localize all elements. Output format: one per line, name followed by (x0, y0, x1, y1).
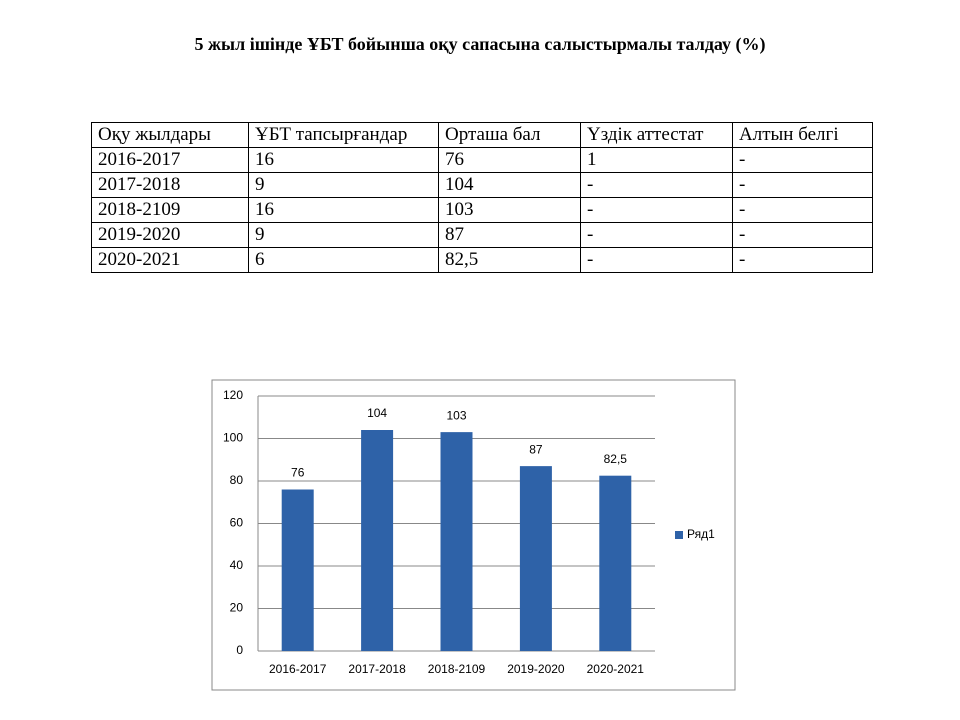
x-tick-label: 2020-2021 (587, 662, 645, 676)
table-cell: - (580, 172, 733, 198)
y-tick-label: 80 (230, 473, 244, 487)
table-cell: 16 (248, 147, 439, 173)
table-cell: 2018-2109 (91, 197, 249, 223)
table-cell: Үздік аттестат (580, 122, 733, 148)
table-cell: - (580, 247, 733, 273)
y-tick-label: 20 (230, 601, 244, 615)
results-table: Оқу жылдары ҰБТ тапсырғандар Орташа бал Үзд… (91, 122, 873, 273)
table-cell: 2019-2020 (91, 222, 249, 248)
table-cell: - (580, 222, 733, 248)
x-tick-label: 2016-2017 (269, 662, 327, 676)
table-cell: 82,5 (438, 247, 581, 273)
table-row: 2020-2021 6 82,5- - (91, 247, 873, 273)
page-title: 5 жыл ішінде ҰБТ бойынша оқу сапасына са… (194, 34, 766, 54)
table-cell: Алтын белгі (732, 122, 873, 148)
y-tick-label: 120 (223, 388, 243, 402)
bar (599, 475, 632, 651)
y-tick-label: 60 (230, 516, 244, 530)
table-row: 2018-2109 16 103- - (91, 197, 873, 223)
table-cell: 2020-2021 (91, 247, 249, 273)
table-cell: - (732, 172, 873, 198)
legend-swatch (675, 531, 683, 539)
table-cell: 9 (248, 172, 439, 198)
x-tick-label: 2018-2109 (428, 662, 486, 676)
data-label: 76 (291, 466, 305, 480)
table-row: 2017-2018 9 104- - (91, 172, 873, 198)
legend-label: Ряд1 (687, 527, 715, 541)
table-cell: 6 (248, 247, 439, 273)
table-cell: - (732, 147, 873, 173)
table-cell: - (732, 247, 873, 273)
table-cell: 76 (438, 147, 581, 173)
data-label: 104 (367, 406, 387, 420)
table-cell: Орташа бал (438, 122, 581, 148)
table-cell: Оқу жылдары (91, 122, 249, 148)
x-tick-label: 2019-2020 (507, 662, 565, 676)
x-tick-label: 2017-2018 (348, 662, 406, 676)
bar (519, 466, 552, 651)
data-label: 103 (446, 408, 466, 422)
y-tick-label: 0 (236, 643, 243, 657)
table-cell: - (580, 197, 733, 223)
table-header-row: Оқу жылдары ҰБТ тапсырғандар Орташа бал Үзд… (91, 122, 873, 148)
data-label: 87 (529, 442, 543, 456)
data-label: 82,5 (604, 452, 628, 466)
bar (440, 432, 473, 651)
y-tick-label: 40 (230, 558, 244, 572)
table-cell: ҰБТ тапсырғандар (248, 122, 439, 148)
bar (281, 489, 314, 651)
bar (361, 430, 394, 651)
y-tick-label: 100 (223, 431, 243, 445)
